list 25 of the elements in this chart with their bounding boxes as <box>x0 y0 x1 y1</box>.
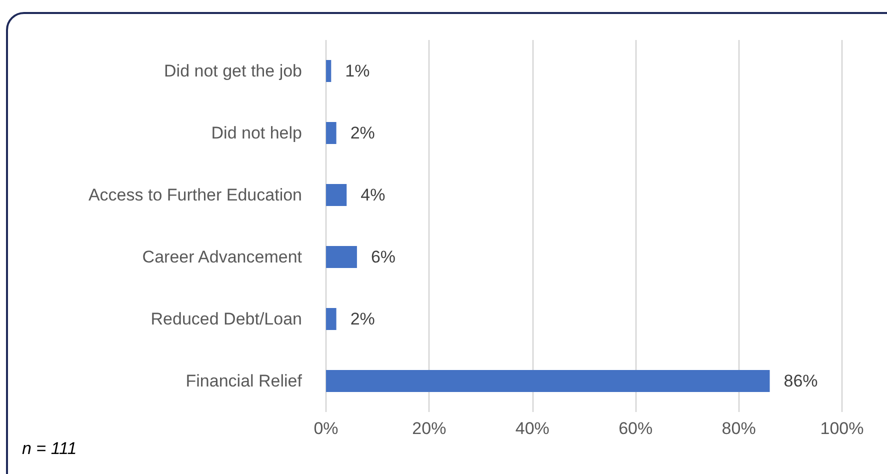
text: n = 111 <box>22 439 77 458</box>
data-label: 1% <box>345 62 370 80</box>
bar <box>326 122 336 144</box>
y-tick-label: Financial Relief <box>186 372 302 390</box>
bar <box>326 370 770 392</box>
data-label: 2% <box>350 124 375 142</box>
x-tick-label: 40% <box>515 419 550 438</box>
y-tick-label: Did not get the job <box>164 62 302 80</box>
y-tick-label: Reduced Debt/Loan <box>150 310 302 328</box>
x-tick-label: 80% <box>722 419 756 438</box>
data-label: 6% <box>370 248 396 266</box>
bar <box>326 308 336 330</box>
x-tick-label: 20% <box>412 419 446 438</box>
data-label: 86% <box>784 372 818 390</box>
y-tick-label: Career Advancement <box>142 248 302 266</box>
bar <box>326 60 332 82</box>
bar <box>326 184 347 206</box>
x-tick-label: 0% <box>314 419 338 438</box>
bar <box>326 246 357 268</box>
data-label: 2% <box>350 310 375 328</box>
x-tick-label: 60% <box>618 419 653 438</box>
y-tick-label: Did not help <box>211 124 302 142</box>
y-tick-label: Access to Further Education <box>88 186 302 204</box>
data-label: 4% <box>360 186 386 204</box>
x-tick-label: 100% <box>820 419 864 438</box>
